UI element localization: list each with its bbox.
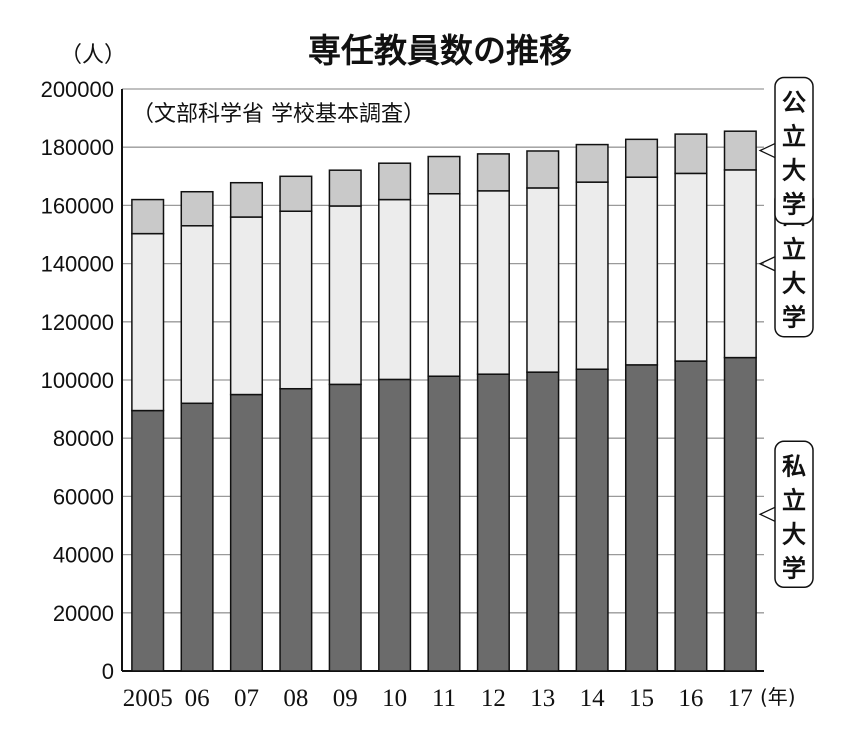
bar-segment [180, 225, 214, 405]
bar-segment [427, 375, 461, 672]
bar-segment [378, 378, 412, 672]
bar-segment [328, 205, 362, 386]
bar-segment [427, 155, 461, 195]
legend-box [774, 76, 814, 225]
x-tick-label: 2005 [123, 685, 173, 712]
bar-segment [624, 176, 659, 366]
bar-segment [624, 138, 659, 178]
x-tick-label: 13 [530, 685, 555, 712]
x-tick-label: 08 [283, 685, 308, 712]
y-tick-label: 160000 [41, 193, 114, 218]
bar-segment [526, 371, 560, 672]
bar-segment [476, 190, 510, 375]
x-tick-label: 11 [432, 685, 456, 712]
x-tick-label: 10 [382, 685, 407, 712]
y-tick-label: 0 [102, 659, 114, 684]
bar-segment [279, 387, 313, 672]
bar-segment [378, 162, 412, 201]
bars [131, 130, 757, 672]
x-tick-label: 06 [185, 685, 210, 712]
y-tick-label: 40000 [53, 543, 114, 568]
x-tick-labels: 2005 06 07 08 09 10 11 12 13 14 15 16 17 [123, 685, 753, 712]
bar-segment [674, 360, 708, 672]
x-tick-label: 15 [629, 685, 654, 712]
bar-segment [180, 190, 214, 227]
y-tick-label: 120000 [41, 310, 114, 335]
x-tick-label: 16 [678, 685, 703, 712]
bar-segment [575, 143, 609, 183]
bar-segment [180, 402, 214, 672]
bar-segment [279, 210, 313, 390]
y-unit-label: （人） [60, 43, 126, 68]
legend-label: 私立大学 [782, 452, 806, 582]
bar-segment [378, 198, 412, 381]
bar-segment [624, 364, 659, 672]
y-tick-label: 60000 [53, 484, 114, 509]
bar-segment [723, 356, 757, 672]
bar-segment [328, 383, 362, 672]
bar-segment [674, 172, 708, 362]
chart-title: 専任教員数の推移 [308, 31, 572, 70]
bar-segment [229, 216, 264, 396]
bar-segment [723, 130, 757, 171]
bar-segment [328, 169, 362, 207]
bar-segment [131, 409, 165, 672]
y-tick-labels: 0 20000 40000 60000 80000 100000 120000 140000 1… [41, 77, 114, 684]
y-tick-label: 180000 [41, 135, 114, 160]
x-tick-label: 14 [580, 685, 606, 712]
bar-segment [279, 175, 313, 212]
legend-label: 公立大学 [782, 89, 806, 219]
legend-pointer [758, 256, 776, 272]
y-tick-label: 200000 [41, 77, 114, 102]
x-tick-label: 07 [234, 685, 259, 712]
legend-pointer [758, 506, 776, 522]
legend: 私立大学国立大学公立大学 [758, 76, 814, 589]
bar-segment [526, 187, 560, 373]
legend-box [774, 440, 814, 589]
x-unit-label: (年) [760, 685, 796, 709]
x-tick-label: 12 [481, 685, 506, 712]
x-tick-label: 17 [728, 685, 753, 712]
bar-segment [131, 198, 165, 235]
source-note-background [132, 95, 470, 129]
bar-segment [131, 232, 165, 412]
bar-segment [427, 193, 461, 377]
bar-segment [575, 368, 609, 672]
y-tick-label: 140000 [41, 252, 114, 277]
bar-segment [723, 169, 757, 359]
y-tick-label: 20000 [53, 601, 114, 626]
bar-segment [229, 181, 264, 218]
y-tick-label: 80000 [53, 426, 114, 451]
bar-segment [526, 150, 560, 189]
bar-segment [575, 181, 609, 370]
legend-pointer [758, 142, 776, 159]
bar-segment [476, 373, 510, 672]
y-tick-label: 100000 [41, 368, 114, 393]
x-tick-label: 09 [333, 685, 358, 712]
bar-segment [229, 393, 264, 672]
bar-segment [674, 133, 708, 175]
source-note: （文部科学省 学校基本調査） [132, 102, 425, 127]
bar-segment [476, 153, 510, 192]
